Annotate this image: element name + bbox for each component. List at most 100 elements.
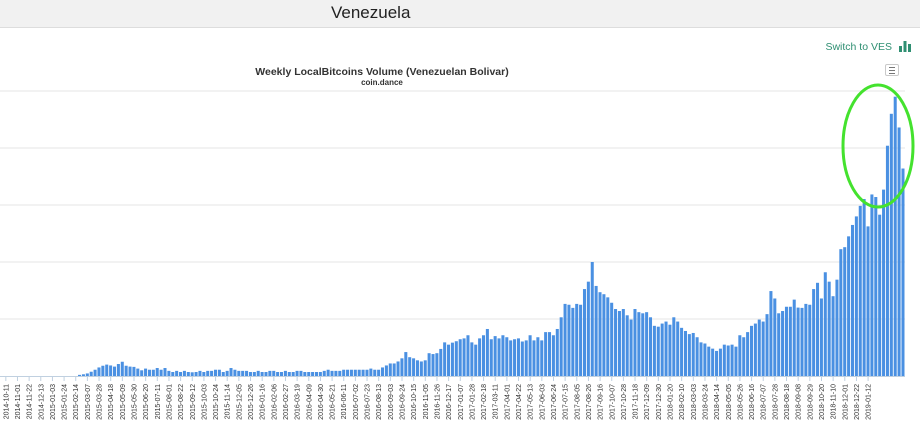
bar-chart-icon[interactable]	[898, 40, 912, 52]
bar	[307, 372, 311, 376]
bar	[210, 370, 214, 376]
bar	[237, 370, 241, 376]
bar	[330, 370, 334, 376]
bar	[858, 205, 862, 376]
x-tick-label: 2015-01-24	[62, 384, 69, 420]
x-tick-label: 2017-12-09	[644, 384, 651, 420]
bar	[334, 370, 338, 376]
bar	[602, 294, 606, 376]
bar	[582, 289, 586, 376]
bar	[264, 372, 268, 376]
bar	[248, 372, 252, 376]
x-tick-label: 2016-11-26	[434, 384, 441, 419]
x-tick-label: 2018-09-29	[807, 384, 814, 420]
bar	[326, 369, 330, 376]
bar	[548, 332, 552, 376]
x-tick-label: 2016-09-03	[388, 384, 395, 420]
bar	[831, 296, 835, 376]
bar	[481, 335, 486, 377]
bar	[314, 372, 318, 376]
bar	[400, 358, 404, 376]
bar	[377, 369, 381, 376]
x-tick-label: 2015-02-14	[73, 384, 80, 420]
bar	[109, 365, 113, 376]
x-tick-label: 2017-09-16	[598, 384, 605, 420]
bar	[617, 311, 621, 376]
bar	[505, 337, 509, 376]
bar	[749, 325, 754, 376]
bar	[544, 332, 548, 376]
bar	[513, 339, 517, 377]
bar	[885, 145, 889, 376]
bar	[769, 291, 773, 376]
bar	[827, 281, 831, 376]
bar	[590, 262, 594, 376]
bar	[878, 214, 882, 376]
x-tick-label: 2015-08-01	[166, 384, 173, 420]
bar	[773, 298, 777, 376]
bar	[443, 342, 447, 376]
bar	[213, 369, 218, 376]
bar	[346, 369, 350, 376]
bar	[808, 304, 812, 376]
bar	[322, 370, 326, 376]
bar	[478, 338, 482, 376]
bar	[268, 370, 272, 376]
bar-series	[78, 96, 905, 377]
bar	[423, 360, 427, 376]
x-tick-label: 2015-07-11	[155, 384, 162, 419]
bar	[217, 369, 221, 376]
x-tick-label: 2016-06-11	[341, 384, 348, 419]
bar	[874, 197, 878, 376]
bar	[81, 374, 85, 376]
bar	[101, 365, 105, 376]
bar	[730, 344, 734, 376]
bar	[396, 361, 400, 376]
bar	[757, 319, 761, 376]
bar	[497, 338, 501, 376]
bar	[571, 307, 575, 376]
bar	[637, 312, 641, 376]
hamburger-menu-icon[interactable]	[885, 64, 899, 76]
bar	[819, 298, 823, 376]
bar	[575, 303, 579, 376]
bar	[610, 302, 614, 376]
bar	[664, 321, 668, 376]
bar	[221, 372, 225, 376]
page-title: Venezuela	[331, 3, 411, 22]
bar	[474, 344, 478, 376]
x-tick-label: 2016-02-27	[283, 384, 290, 420]
bar	[112, 366, 117, 377]
bar	[796, 307, 800, 376]
bar	[850, 224, 854, 376]
x-tick-label: 2017-08-26	[586, 384, 593, 420]
x-tick-label: 2017-11-18	[633, 384, 640, 419]
bar	[202, 372, 206, 376]
bar	[353, 369, 357, 376]
bar	[361, 369, 365, 376]
bar	[338, 370, 342, 376]
bar	[380, 367, 385, 376]
x-tick-label: 2017-10-07	[609, 384, 616, 420]
x-tick-label: 2015-05-09	[120, 384, 127, 420]
x-tick-label: 2015-03-07	[85, 384, 92, 420]
x-tick-label: 2017-04-01	[504, 384, 511, 420]
bar	[159, 369, 163, 376]
bar	[625, 315, 629, 376]
bar	[532, 340, 536, 377]
bar	[862, 199, 866, 376]
bar	[318, 372, 322, 376]
bar	[419, 361, 423, 376]
bar	[299, 370, 303, 376]
switch-currency-link[interactable]: Switch to VES	[825, 41, 892, 53]
highlight-circle	[841, 83, 915, 209]
bar	[404, 352, 408, 376]
bar	[427, 353, 431, 376]
bar	[668, 324, 672, 376]
bar	[816, 282, 820, 377]
bar	[621, 309, 625, 376]
x-tick-label: 2015-06-20	[143, 384, 150, 420]
bar	[781, 311, 785, 376]
bar	[520, 341, 524, 376]
bar	[388, 363, 392, 376]
